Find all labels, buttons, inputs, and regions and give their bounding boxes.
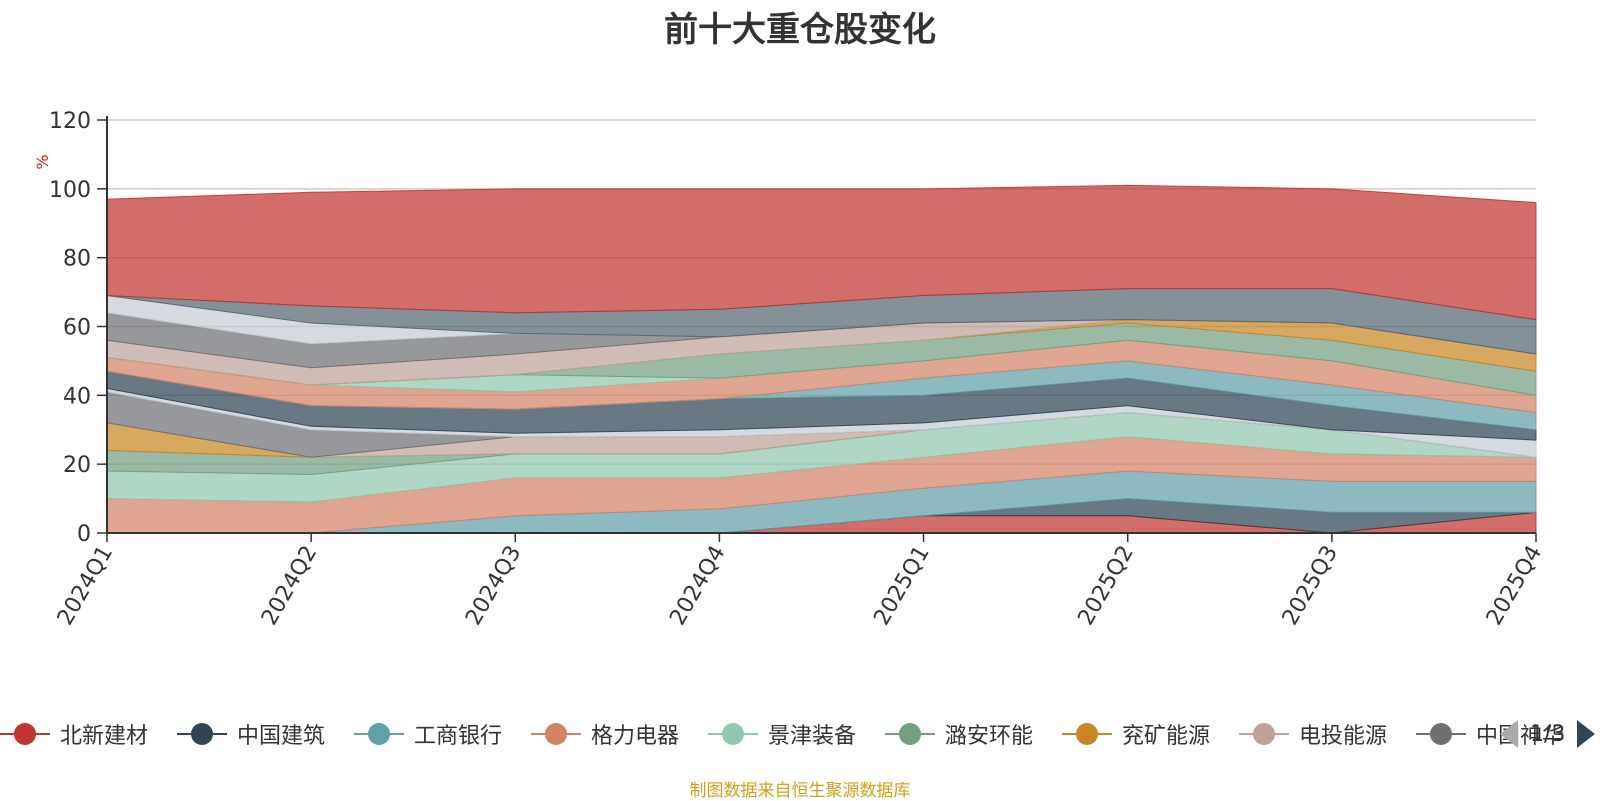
x-tick-label: 2025Q3: [1278, 542, 1343, 630]
stacked-areas: [106, 184, 1537, 534]
legend-prev-page-icon[interactable]: [1500, 720, 1518, 748]
legend-label: 兖矿能源: [1122, 724, 1211, 749]
x-tick-label: 2025Q2: [1074, 542, 1139, 630]
legend-item[interactable]: 景津装备: [708, 716, 856, 752]
legend-item[interactable]: 潞安环能: [885, 716, 1033, 752]
y-tick-label: 80: [63, 247, 91, 272]
legend-marker-icon: [354, 716, 404, 752]
legend-marker-icon: [1062, 716, 1112, 752]
y-tick-label: 20: [63, 453, 91, 478]
legend-label: 景津装备: [768, 724, 857, 749]
legend-marker-icon: [708, 716, 758, 752]
x-tick-label: 2025Q4: [1482, 542, 1547, 630]
legend-next-page-icon[interactable]: [1577, 720, 1596, 748]
legend-marker-icon: [1239, 716, 1289, 752]
legend-label: 工商银行: [414, 724, 503, 749]
y-tick-label: 60: [63, 316, 91, 341]
legend-item[interactable]: 中国神华: [1416, 716, 1564, 752]
y-axis-unit-label: %: [33, 154, 52, 169]
y-tick-label: 100: [49, 178, 91, 203]
legend-label: 电投能源: [1299, 724, 1388, 749]
legend-label: 中国神华: [1476, 724, 1565, 749]
legend-page-indicator: 1/3: [1530, 721, 1566, 747]
x-tick-label: 2024Q2: [257, 542, 322, 630]
legend-marker-icon: [885, 716, 935, 752]
legend-item[interactable]: 中国建筑: [177, 716, 325, 752]
legend-label: 潞安环能: [945, 724, 1034, 749]
x-tick-label: 2024Q1: [53, 542, 118, 630]
legend-marker-icon: [0, 716, 50, 752]
x-tick-label: 2025Q1: [869, 542, 934, 630]
legend-item[interactable]: 工商银行: [354, 716, 502, 752]
source-note: 制图数据来自恒生聚源数据库: [689, 781, 911, 801]
chart-title: 前十大重仓股变化: [664, 10, 936, 50]
legend-marker-icon: [1416, 716, 1466, 752]
legend: 北新建材 中国建筑 工商银行 格力电器 景津装备 潞安环能 兖矿能源 电投能源 中国神华: [0, 716, 1600, 752]
legend-item[interactable]: 电投能源: [1239, 716, 1387, 752]
x-tick-label: 2024Q3: [461, 542, 526, 630]
y-tick-label: 120: [49, 109, 91, 134]
legend-label: 中国建筑: [237, 724, 326, 749]
legend-marker-icon: [177, 716, 227, 752]
legend-item[interactable]: 北新建材: [0, 716, 148, 752]
x-tick-label: 2024Q4: [665, 542, 730, 630]
area-series-其他: [106, 184, 1537, 321]
legend-item[interactable]: 格力电器: [531, 716, 679, 752]
y-tick-label: 40: [63, 384, 91, 409]
y-tick-label: 0: [77, 522, 91, 547]
legend-label: 北新建材: [60, 724, 149, 749]
legend-pager: 1/3: [1500, 716, 1596, 752]
legend-item[interactable]: 兖矿能源: [1062, 716, 1210, 752]
chart-plot: 0 20 40 60 80 100 120 2024Q1 2024Q2 2024Q3 2024Q4 2…: [33, 109, 1547, 630]
legend-marker-icon: [531, 716, 581, 752]
legend-label: 格力电器: [591, 724, 680, 749]
